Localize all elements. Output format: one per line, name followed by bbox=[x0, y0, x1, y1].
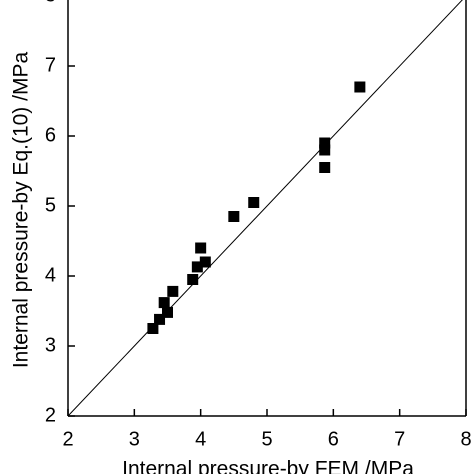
y-tick-label: 4 bbox=[45, 264, 56, 286]
data-point bbox=[228, 211, 240, 222]
data-point bbox=[167, 285, 179, 297]
x-tick-label: 3 bbox=[129, 428, 140, 450]
y-tick-label: 8 bbox=[45, 0, 56, 6]
x-tick-label: 2 bbox=[62, 428, 73, 450]
y-tick-label: 3 bbox=[45, 334, 56, 356]
data-point bbox=[354, 81, 366, 93]
y-tick-label: 2 bbox=[45, 404, 56, 426]
data-point bbox=[195, 242, 207, 254]
x-tick-label: 5 bbox=[261, 428, 272, 450]
y-axis-title: Internal pressure-by Eq.(10) /MPa bbox=[10, 52, 33, 369]
y-tick-label: 5 bbox=[45, 194, 56, 216]
data-point bbox=[147, 323, 159, 334]
data-point bbox=[248, 197, 260, 208]
data-point bbox=[191, 261, 203, 273]
y-tick-label: 6 bbox=[45, 124, 56, 146]
data-point bbox=[162, 306, 173, 318]
x-tick-label: 8 bbox=[460, 428, 471, 450]
data-point bbox=[319, 144, 331, 156]
x-tick-label: 6 bbox=[328, 428, 339, 450]
data-point bbox=[187, 274, 199, 285]
y-tick-label: 7 bbox=[45, 54, 56, 76]
x-tick-label: 4 bbox=[195, 428, 206, 450]
data-point bbox=[319, 137, 331, 149]
data-point bbox=[154, 313, 166, 325]
data-point bbox=[319, 162, 331, 173]
data-point bbox=[199, 256, 211, 268]
data-point bbox=[158, 297, 170, 309]
x-tick-label: 7 bbox=[394, 428, 405, 450]
x-axis-title: Internal pressure-by FEM /MPa bbox=[122, 458, 414, 474]
reference-line bbox=[67, 0, 463, 417]
